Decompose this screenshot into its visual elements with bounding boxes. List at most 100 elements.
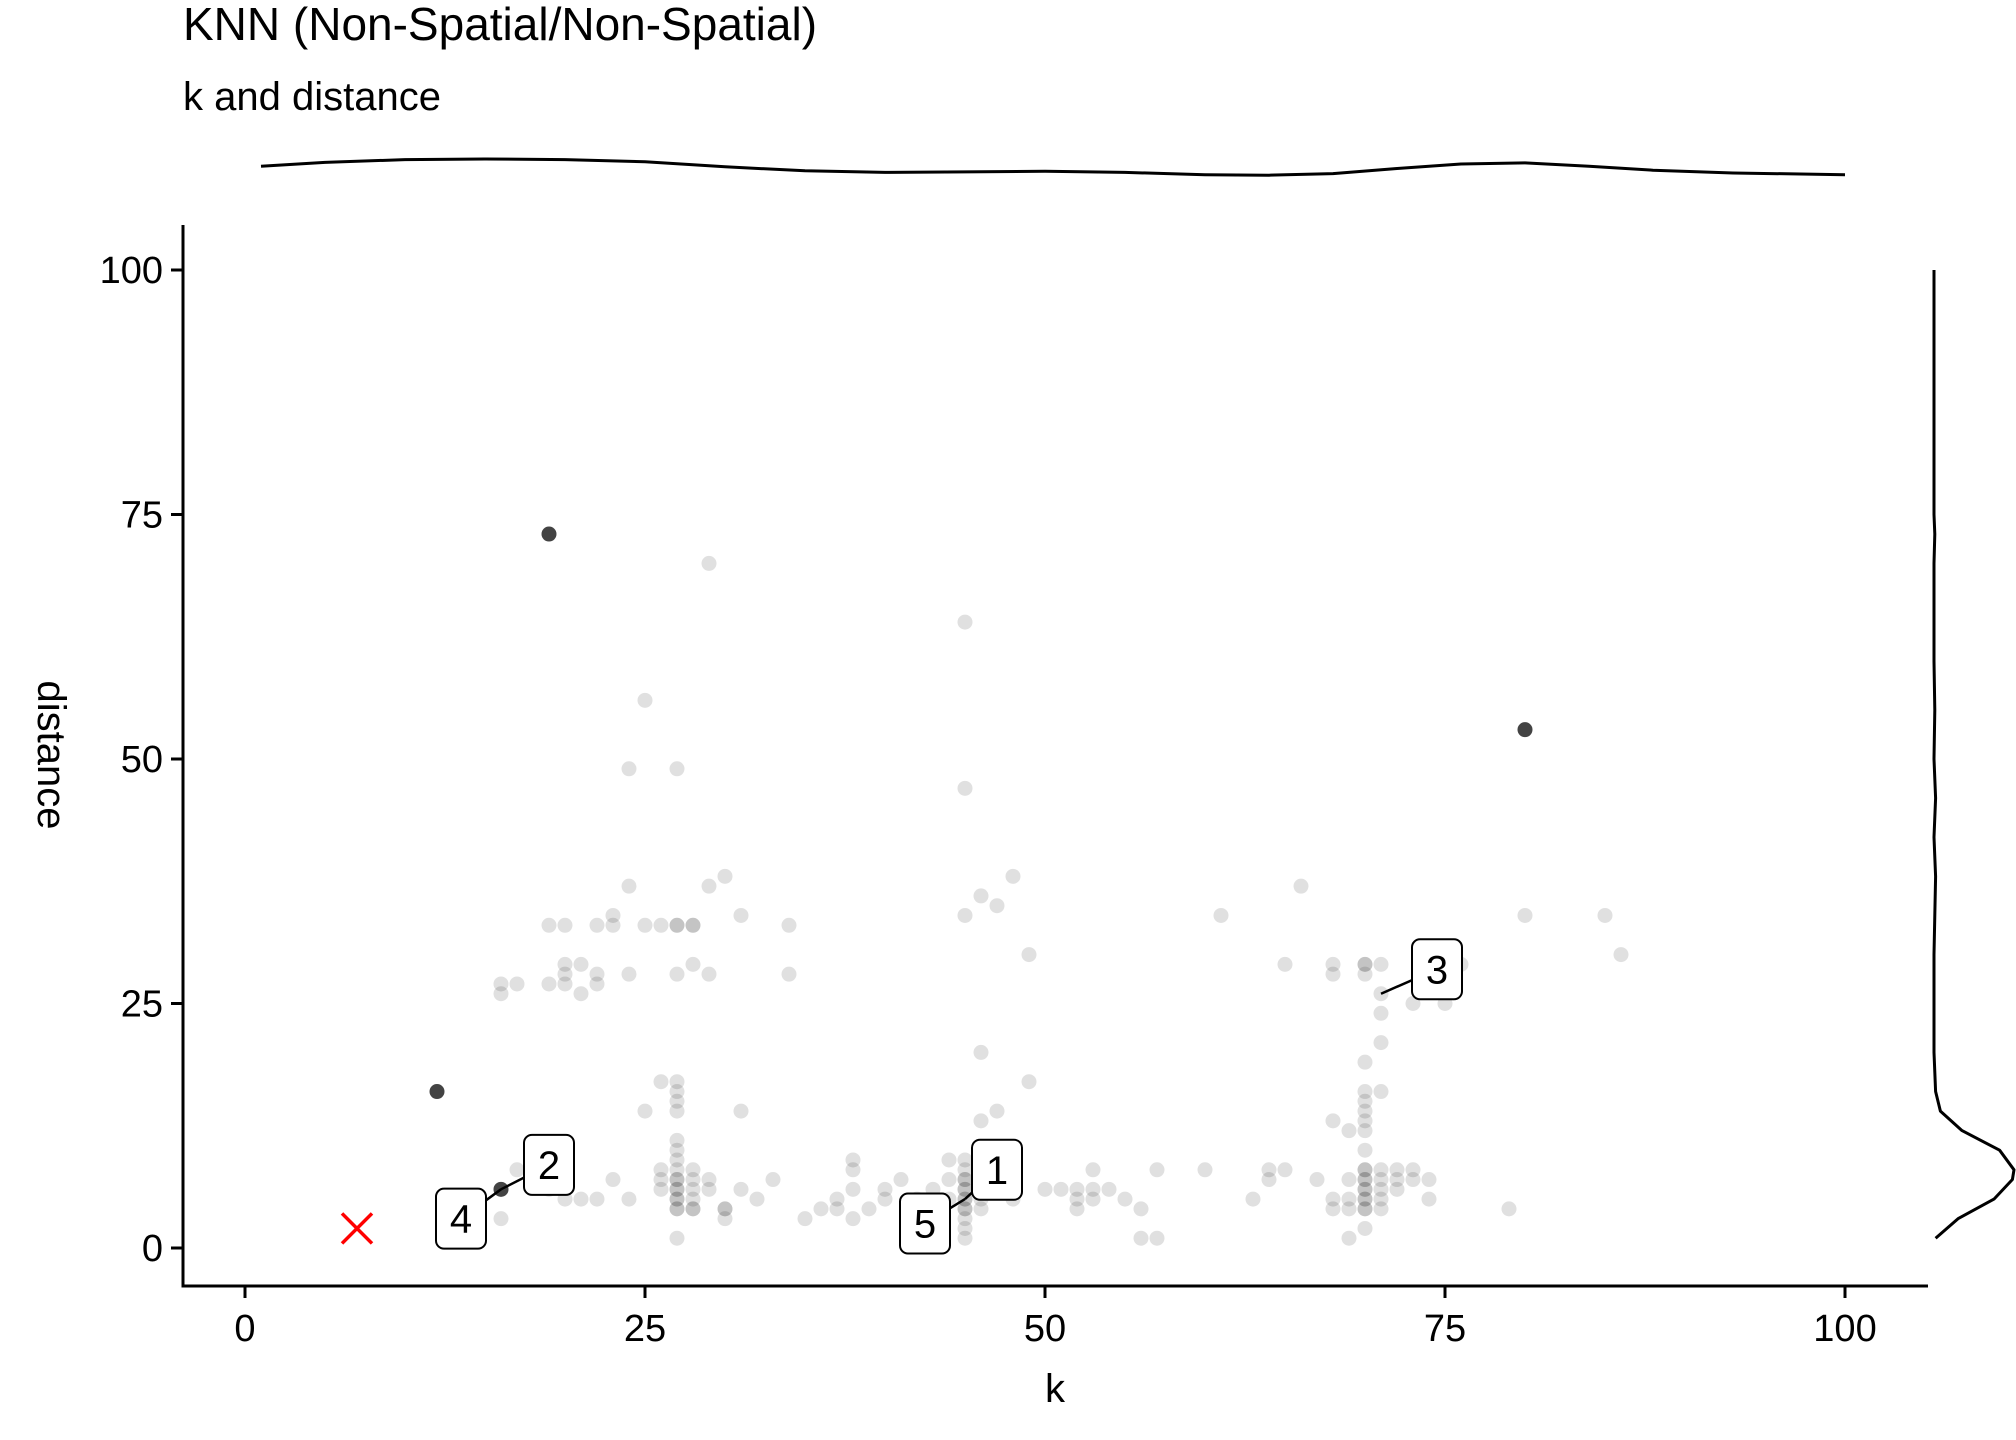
data-point (1085, 1191, 1101, 1207)
data-point (957, 1172, 973, 1188)
data-point (669, 761, 685, 777)
data-point (1357, 1172, 1373, 1188)
data-point (1341, 1201, 1357, 1217)
data-point (605, 1172, 621, 1188)
data-point (797, 1211, 813, 1227)
data-point (1053, 1181, 1069, 1197)
data-point (493, 1211, 509, 1227)
data-point (1293, 878, 1309, 894)
data-point (941, 1152, 957, 1168)
data-point (829, 1201, 845, 1217)
data-point (1373, 956, 1389, 972)
data-point (1389, 1162, 1405, 1178)
data-point (957, 1181, 973, 1197)
data-point (717, 1211, 733, 1227)
top-marginal-density (260, 157, 1846, 177)
data-point (669, 1103, 685, 1119)
data-point (717, 1201, 733, 1217)
data-point (669, 1142, 685, 1158)
data-point (1197, 1162, 1213, 1178)
data-point (701, 878, 717, 894)
data-point (1069, 1201, 1085, 1217)
label-box (435, 1187, 487, 1250)
data-point (813, 1201, 829, 1217)
data-point (1005, 868, 1021, 884)
data-point (941, 1172, 957, 1188)
y-tick-label: 50 (121, 739, 163, 781)
data-point (1357, 1162, 1373, 1178)
data-point (957, 1172, 973, 1188)
data-point (541, 976, 557, 992)
data-point (1501, 1201, 1517, 1217)
data-point (621, 761, 637, 777)
data-point (1325, 956, 1341, 972)
top-density-curve (260, 157, 1846, 177)
data-point (1277, 1162, 1293, 1178)
data-point (749, 1191, 765, 1207)
chart-title: KNN (Non-Spatial/Non-Spatial) (183, 0, 817, 50)
data-point (1405, 996, 1421, 1011)
data-point (1373, 1084, 1389, 1100)
data-point (1597, 907, 1613, 923)
data-point (957, 1201, 973, 1217)
highlighted-point (541, 526, 557, 542)
data-point (669, 1201, 685, 1217)
data-points (429, 526, 1629, 1246)
data-point (957, 780, 973, 796)
data-point (717, 1201, 733, 1217)
data-point (589, 976, 605, 992)
highlighted-point (1517, 722, 1533, 738)
data-point (621, 966, 637, 982)
right-marginal-density (1932, 270, 2016, 1240)
data-point (1373, 1191, 1389, 1207)
data-point (685, 1201, 701, 1217)
data-point (1373, 1035, 1389, 1051)
data-point (557, 966, 573, 982)
data-point (1373, 1172, 1389, 1188)
data-point (669, 917, 685, 933)
data-point (1357, 1191, 1373, 1207)
data-point (653, 1074, 669, 1090)
data-point (557, 917, 573, 933)
data-point (957, 1201, 973, 1217)
data-point (781, 917, 797, 933)
data-point (685, 1172, 701, 1188)
y-tick-label: 0 (142, 1228, 163, 1270)
label-text: 4 (450, 1198, 472, 1242)
data-point (1021, 947, 1037, 963)
data-point (1373, 1005, 1389, 1021)
data-point (605, 907, 621, 923)
data-point (861, 1201, 877, 1217)
data-point (973, 1044, 989, 1060)
data-point (1325, 1113, 1341, 1129)
data-point (733, 1181, 749, 1197)
data-point (845, 1162, 861, 1178)
data-point (685, 1162, 701, 1178)
data-point (1069, 1191, 1085, 1207)
data-point (685, 1191, 701, 1207)
data-point (1357, 966, 1373, 982)
label-box (899, 1192, 951, 1255)
data-point (669, 1172, 685, 1188)
data-point (1357, 1093, 1373, 1109)
data-point (1357, 1103, 1373, 1119)
data-point (1421, 1191, 1437, 1207)
data-point (669, 1191, 685, 1207)
data-point (1389, 1181, 1405, 1197)
data-point (1325, 966, 1341, 982)
data-point (493, 986, 509, 1002)
x-tick-label: 0 (234, 1308, 255, 1350)
y-tick-label: 75 (121, 495, 163, 537)
data-point (1357, 1142, 1373, 1158)
data-point (1389, 1172, 1405, 1188)
data-point (653, 1172, 669, 1188)
data-point (893, 1172, 909, 1188)
data-point (701, 1172, 717, 1188)
data-point (1309, 1172, 1325, 1188)
data-point (637, 692, 653, 708)
data-point (1357, 1191, 1373, 1207)
data-point (1261, 1172, 1277, 1188)
data-point (685, 917, 701, 933)
y-tick-label: 25 (121, 984, 163, 1026)
